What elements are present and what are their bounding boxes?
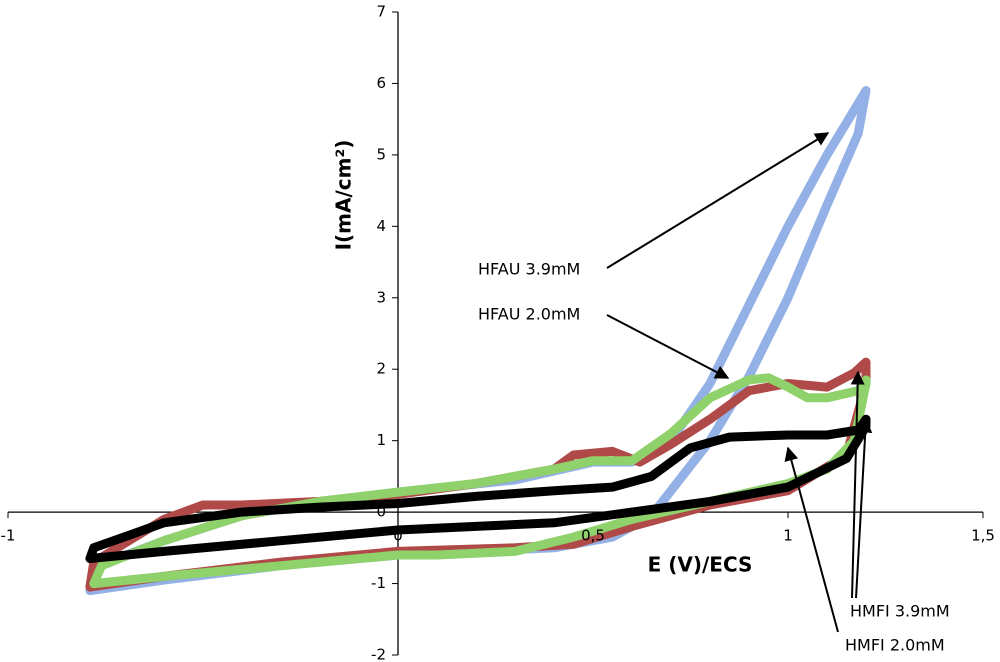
- annotation-bg: [476, 259, 596, 281]
- annotation-bg: [848, 601, 968, 623]
- annotation-arrow: [850, 370, 865, 599]
- plot-area: [7, 11, 984, 656]
- y-tick-label: 4: [376, 217, 386, 235]
- y-axis-title: I(mA/cm²): [332, 140, 356, 251]
- y-tick-label: -1: [371, 574, 386, 592]
- annotation-arrow: [855, 418, 873, 599]
- x-tick-label: 0,5: [581, 527, 605, 545]
- y-tick-label: 6: [376, 74, 386, 92]
- annotation-bg: [476, 304, 596, 326]
- y-tick-label: 1: [376, 431, 386, 449]
- annotation-arrow: [606, 132, 830, 269]
- annotation-bg: [843, 635, 963, 657]
- y-tick-label: 0: [376, 503, 386, 521]
- x-tick-label: 1,5: [971, 527, 995, 545]
- annotation-arrow: [784, 446, 839, 633]
- y-tick-label: -2: [371, 646, 386, 662]
- annotation-arrow: [606, 314, 730, 379]
- series-line: [89, 373, 871, 589]
- y-tick-label: 3: [376, 288, 386, 306]
- x-tick-label: 0: [393, 527, 403, 545]
- annotation-label: HFAU 2.0mM: [478, 305, 580, 324]
- y-tick-label: 5: [376, 145, 386, 163]
- annotation-label: HMFI 3.9mM: [850, 602, 950, 621]
- y-tick-label: 2: [376, 360, 386, 378]
- annotation-label: HMFI 2.0mM: [845, 636, 945, 655]
- series-line: [85, 414, 871, 563]
- x-axis-title: E (V)/ECS: [648, 553, 753, 577]
- y-tick-label: 7: [376, 3, 386, 21]
- x-tick-label: 1: [783, 527, 793, 545]
- annotation-label: HFAU 3.9mM: [478, 260, 580, 279]
- x-tick-label: -1: [1, 527, 16, 545]
